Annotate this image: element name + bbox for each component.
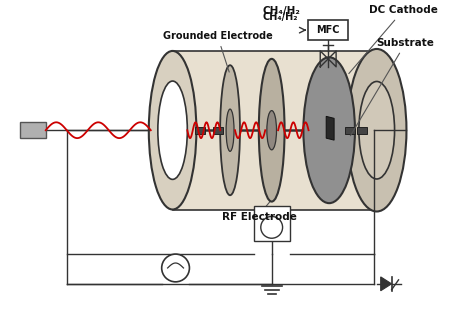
Circle shape xyxy=(261,216,283,238)
Ellipse shape xyxy=(220,65,240,195)
Text: MFC: MFC xyxy=(317,25,340,35)
Ellipse shape xyxy=(267,111,276,150)
Circle shape xyxy=(162,254,190,282)
FancyBboxPatch shape xyxy=(254,205,290,241)
Ellipse shape xyxy=(226,109,234,151)
Text: Substrate: Substrate xyxy=(350,38,435,136)
Polygon shape xyxy=(326,116,334,140)
Ellipse shape xyxy=(149,51,196,210)
Polygon shape xyxy=(381,277,392,291)
Ellipse shape xyxy=(359,82,394,179)
FancyBboxPatch shape xyxy=(20,122,46,138)
Ellipse shape xyxy=(259,59,284,201)
Text: DC Cathode: DC Cathode xyxy=(349,5,438,74)
Ellipse shape xyxy=(303,57,355,203)
Text: CH₄/H₂: CH₄/H₂ xyxy=(263,12,298,22)
Ellipse shape xyxy=(158,81,187,179)
FancyBboxPatch shape xyxy=(195,127,205,134)
Text: RF Electrode: RF Electrode xyxy=(222,212,297,222)
Ellipse shape xyxy=(347,49,407,211)
Polygon shape xyxy=(173,51,377,210)
FancyBboxPatch shape xyxy=(213,127,223,134)
FancyBboxPatch shape xyxy=(357,127,367,134)
Text: Grounded Electrode: Grounded Electrode xyxy=(163,31,273,72)
FancyBboxPatch shape xyxy=(309,20,348,40)
FancyBboxPatch shape xyxy=(345,127,355,134)
Text: CH₄/H₂: CH₄/H₂ xyxy=(263,6,301,16)
